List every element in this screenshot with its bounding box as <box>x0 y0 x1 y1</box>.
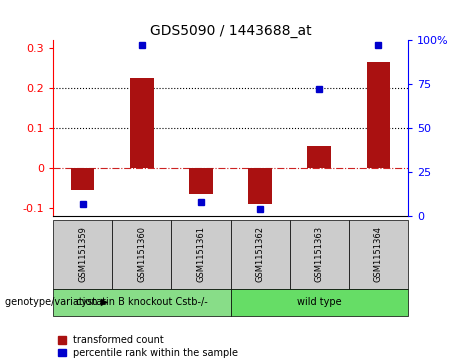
Text: genotype/variation ▶: genotype/variation ▶ <box>5 297 108 307</box>
Text: GSM1151359: GSM1151359 <box>78 226 87 282</box>
Text: wild type: wild type <box>297 297 342 307</box>
Bar <box>189 168 213 194</box>
Bar <box>366 62 390 168</box>
Title: GDS5090 / 1443688_at: GDS5090 / 1443688_at <box>150 24 311 37</box>
Text: GSM1151363: GSM1151363 <box>315 226 324 282</box>
Bar <box>71 168 95 190</box>
Text: GSM1151364: GSM1151364 <box>374 226 383 282</box>
Text: GSM1151361: GSM1151361 <box>196 226 206 282</box>
Text: GSM1151360: GSM1151360 <box>137 226 146 282</box>
Legend: transformed count, percentile rank within the sample: transformed count, percentile rank withi… <box>58 335 238 358</box>
Text: cystatin B knockout Cstb-/-: cystatin B knockout Cstb-/- <box>76 297 207 307</box>
Bar <box>307 146 331 168</box>
Text: GSM1151362: GSM1151362 <box>255 226 265 282</box>
Bar <box>248 168 272 204</box>
Bar <box>130 78 154 168</box>
